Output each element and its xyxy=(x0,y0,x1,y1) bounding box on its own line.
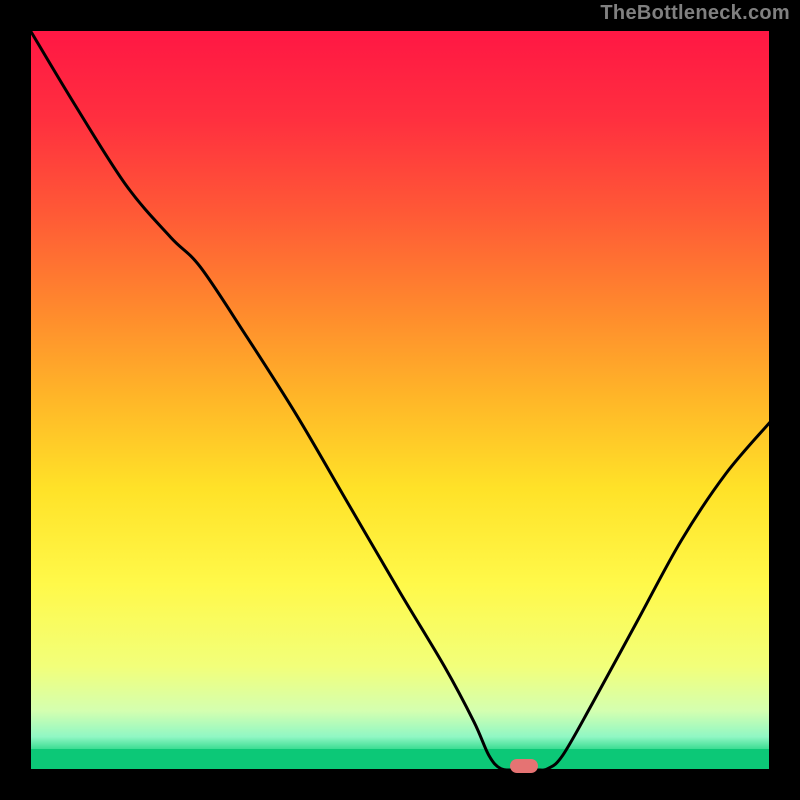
watermark-text: TheBottleneck.com xyxy=(600,2,790,25)
green-baseline-strip xyxy=(30,749,770,770)
optimal-point-marker xyxy=(510,759,538,773)
plot-background-gradient xyxy=(30,30,770,770)
chart-svg xyxy=(0,0,800,800)
chart-root: TheBottleneck.com xyxy=(0,0,800,800)
